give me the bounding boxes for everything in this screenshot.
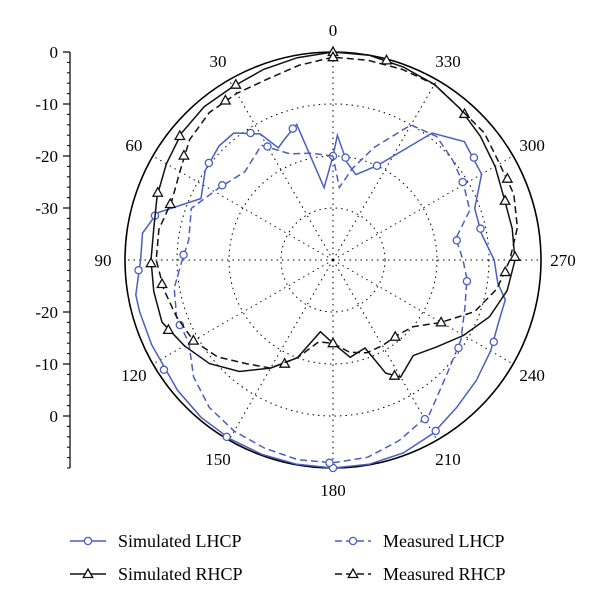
- grid-circle: [176, 103, 490, 417]
- series-marker-simulated-lhcp: [204, 158, 214, 168]
- angle-tick-label: 30: [210, 52, 227, 71]
- legend-swatch-marker: [83, 536, 93, 546]
- series-marker-simulated-rhcp: [145, 256, 157, 268]
- angle-tick-label: 210: [435, 450, 461, 469]
- angle-tick-label: 330: [435, 52, 461, 71]
- series-marker-simulated-lhcp: [159, 365, 169, 375]
- series-marker-measured-lhcp: [325, 458, 334, 468]
- series-marker-measured-rhcp: [164, 197, 177, 209]
- angle-tick-label: 150: [205, 450, 231, 469]
- series-marker-simulated-lhcp: [341, 153, 350, 162]
- angle-tick-label: 120: [121, 366, 147, 385]
- legend: Simulated LHCP Measured LHCP Simulated RHC…: [70, 531, 506, 584]
- grid-spoke: [332, 79, 438, 261]
- series-marker-simulated-lhcp: [246, 128, 255, 138]
- legend-item-simulated-lhcp: Simulated LHCP: [70, 531, 242, 551]
- legend-swatch-marker: [348, 536, 358, 546]
- series-marker-simulated-lhcp: [134, 265, 143, 275]
- series-marker-measured-lhcp: [217, 181, 227, 190]
- legend-swatch-marker: [347, 567, 359, 579]
- grid-spoke: [332, 259, 438, 441]
- series-marker-simulated-rhcp: [229, 78, 242, 89]
- series-marker-measured-rhcp: [499, 265, 512, 277]
- series-marker-measured-rhcp: [178, 149, 190, 160]
- grid-spoke: [228, 259, 334, 441]
- series-marker-measured-rhcp: [327, 50, 339, 62]
- series-marker-simulated-rhcp: [162, 323, 175, 335]
- legend-item-measured-rhcp: Measured RHCP: [335, 564, 506, 584]
- series-line-measured-rhcp: [155, 56, 519, 369]
- series-measured-rhcp: [155, 50, 519, 369]
- scale-tick-label: 0: [50, 407, 59, 426]
- scale-tick-label: -20: [35, 303, 58, 322]
- series-marker-measured-rhcp: [156, 277, 168, 289]
- series-marker-simulated-lhcp: [372, 161, 382, 170]
- scale-tick-label: 0: [50, 43, 59, 62]
- series-marker-measured-lhcp: [179, 250, 188, 260]
- series-marker-measured-rhcp: [187, 334, 200, 345]
- series-marker-simulated-lhcp: [222, 432, 231, 442]
- angle-tick-label: 60: [125, 136, 142, 155]
- series-marker-simulated-lhcp: [288, 124, 298, 133]
- series-marker-simulated-lhcp: [431, 426, 440, 436]
- legend-swatch-marker: [82, 567, 94, 579]
- series-marker-simulated-lhcp: [469, 153, 479, 162]
- series-marker-simulated-rhcp: [151, 186, 164, 197]
- grid-spoke: [332, 259, 514, 365]
- series-marker-simulated-rhcp: [509, 250, 521, 261]
- series-line-simulated-lhcp: [135, 122, 507, 469]
- series-marker-measured-lhcp: [454, 343, 463, 353]
- angle-tick-label: 180: [320, 481, 346, 500]
- legend-item-measured-lhcp: Measured LHCP: [335, 531, 504, 551]
- series-marker-measured-lhcp: [462, 276, 472, 286]
- series-simulated-lhcp: [134, 122, 507, 473]
- legend-label: Simulated RHCP: [118, 564, 243, 584]
- grid-circle: [280, 207, 386, 313]
- series-marker-measured-lhcp: [452, 236, 462, 245]
- series-layer: [134, 45, 521, 473]
- series-marker-simulated-lhcp: [476, 224, 485, 233]
- polar-grid: [124, 51, 542, 469]
- scale-tick-label: -10: [35, 355, 58, 374]
- angle-tick-label: 240: [519, 366, 545, 385]
- scale-tick-label: -20: [35, 147, 58, 166]
- series-marker-measured-rhcp: [501, 172, 514, 183]
- series-marker-measured-rhcp: [435, 316, 447, 327]
- legend-item-simulated-rhcp: Simulated RHCP: [70, 564, 243, 584]
- angle-tick-label: 90: [95, 251, 112, 270]
- scale-tick-label: -10: [35, 95, 58, 114]
- scale-tick-label: -30: [35, 199, 58, 218]
- series-marker-simulated-rhcp: [388, 369, 401, 380]
- legend-label: Measured RHCP: [383, 564, 506, 584]
- series-marker-measured-lhcp: [420, 414, 430, 424]
- radial-scale-axis: 0 -10 -20 -30 -20 -10 0: [35, 43, 71, 469]
- series-marker-simulated-rhcp: [173, 129, 186, 141]
- legend-label: Measured LHCP: [383, 531, 504, 551]
- angle-tick-label: 0: [329, 21, 338, 40]
- series-simulated-rhcp: [145, 45, 521, 380]
- series-marker-simulated-rhcp: [380, 54, 393, 65]
- legend-label: Simulated LHCP: [118, 531, 242, 551]
- series-marker-measured-rhcp: [389, 330, 402, 341]
- series-marker-measured-lhcp: [263, 142, 272, 151]
- angle-labels: 0 30 60 90 120 150 180 210 240 270 300 330: [95, 21, 576, 500]
- series-line-measured-lhcp: [173, 124, 471, 464]
- angle-tick-label: 270: [550, 251, 576, 270]
- angle-tick-label: 300: [519, 136, 545, 155]
- series-line-simulated-rhcp: [150, 51, 516, 378]
- series-marker-simulated-rhcp: [499, 194, 511, 205]
- series-marker-measured-lhcp: [458, 177, 467, 187]
- series-marker-simulated-lhcp: [489, 337, 499, 347]
- series-marker-measured-rhcp: [219, 94, 232, 105]
- series-marker-measured-rhcp: [327, 336, 339, 348]
- series-measured-lhcp: [173, 124, 472, 468]
